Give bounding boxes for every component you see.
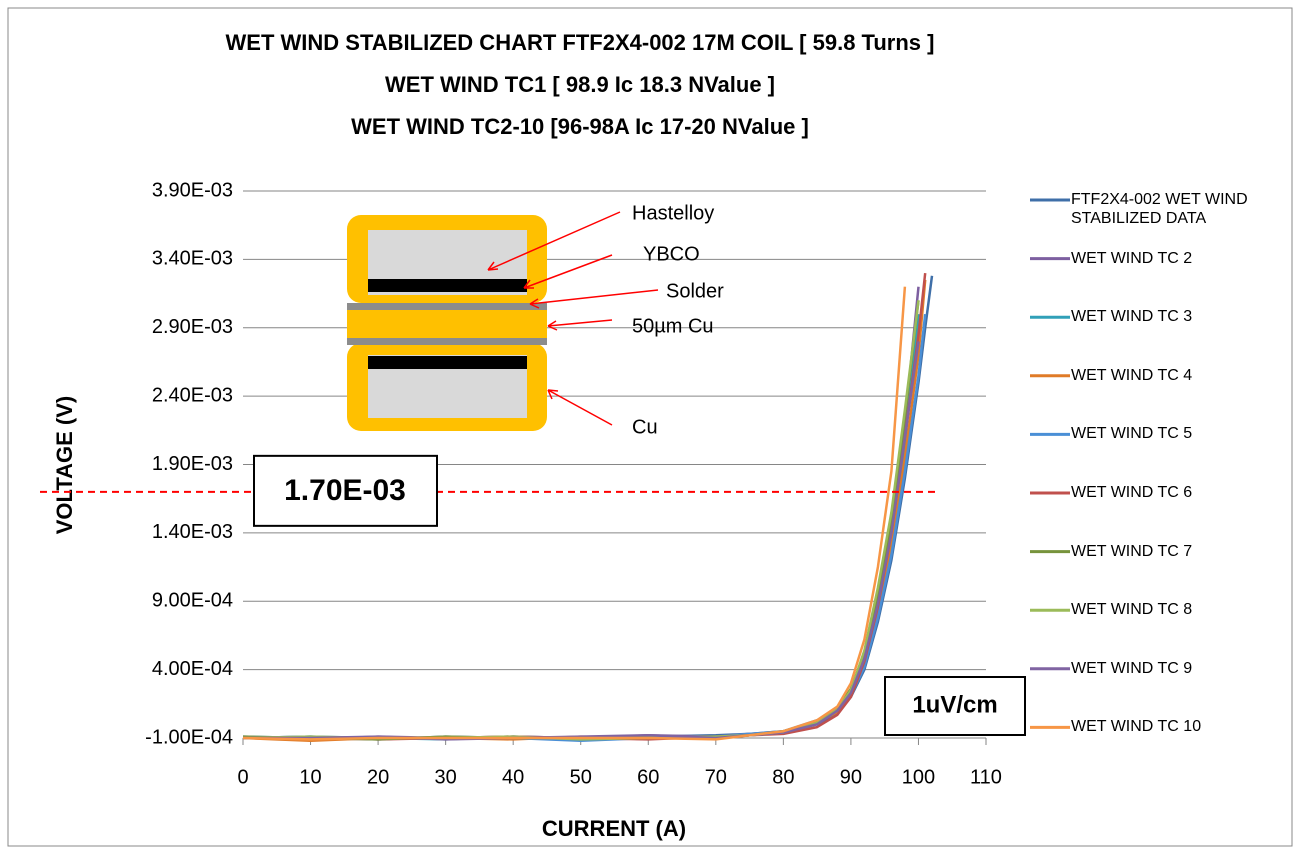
y-tick-label: 4.00E-04 <box>152 658 233 680</box>
layer-solder <box>347 303 547 310</box>
inset-label: 50µm Cu <box>632 315 714 337</box>
layer-ybco <box>368 356 527 369</box>
x-tick-label: 20 <box>367 766 389 788</box>
inset-diagram: Hastelloy YBCO Solder 50µm Cu Cu <box>347 202 724 438</box>
legend-label: WET WIND TC 3 <box>1071 308 1193 326</box>
x-tick-label: 30 <box>435 766 457 788</box>
arrow <box>547 319 613 331</box>
inset-label: Cu <box>632 416 658 438</box>
reference-box <box>253 454 438 527</box>
legend-label: WET WIND TC 4 <box>1071 366 1193 384</box>
x-tick-label: 110 <box>970 766 1002 788</box>
legend-label: WET WIND TC 8 <box>1071 601 1193 619</box>
arrows <box>487 211 659 426</box>
x-tick-label: 50 <box>570 766 592 788</box>
x-tick-label: 80 <box>772 766 794 788</box>
legend-label: FTF2X4-002 WET WIND STABILIZED DATA <box>1071 191 1248 227</box>
annotation-box <box>884 676 1026 736</box>
arrow <box>547 389 613 426</box>
reference-label: 1.70E-03 <box>284 474 406 507</box>
legend-label: WET WIND TC 10 <box>1071 718 1202 736</box>
x-axis-label: CURRENT (A) <box>542 816 686 841</box>
chart-subtitle: WET WIND TC2-10 [96-98A Ic 17-20 NValue … <box>351 114 809 139</box>
y-tick-label: 2.90E-03 <box>152 316 233 338</box>
arrow <box>487 211 621 271</box>
chart-frame <box>7 7 1293 847</box>
series-line <box>242 286 907 741</box>
inset-label: YBCO <box>643 243 700 265</box>
inset-label: Hastelloy <box>632 202 714 224</box>
inset-label: Solder <box>666 280 724 302</box>
layer-ybco <box>368 279 527 292</box>
x-tick-label: 10 <box>299 766 321 788</box>
legend-label: WET WIND TC 9 <box>1071 659 1193 677</box>
y-axis-label: VOLTAGE (V) <box>52 396 77 535</box>
y-tick-label: -1.00E-04 <box>145 726 233 748</box>
x-tick-label: 70 <box>705 766 727 788</box>
y-tick-label: 3.90E-03 <box>152 179 233 201</box>
y-tick-label: 9.00E-04 <box>152 590 233 612</box>
chart-title: WET WIND STABILIZED CHART FTF2X4-002 17M… <box>226 30 935 55</box>
layer-solder <box>347 338 547 345</box>
x-tick-label: 60 <box>637 766 659 788</box>
legend-label: WET WIND TC 5 <box>1071 425 1193 443</box>
x-tick-label: 40 <box>502 766 524 788</box>
y-tick-label: 1.40E-03 <box>152 521 233 543</box>
legend-label: WET WIND TC 2 <box>1071 249 1193 267</box>
x-tick-label: 100 <box>902 766 935 788</box>
x-tick-label: 0 <box>237 766 248 788</box>
y-tick-label: 1.90E-03 <box>152 453 233 475</box>
x-tick-label: 90 <box>840 766 862 788</box>
arrow <box>523 254 613 289</box>
y-tick-label: 3.40E-03 <box>152 248 233 270</box>
legend-label: WET WIND TC 7 <box>1071 542 1193 560</box>
legend-label: WET WIND TC 6 <box>1071 484 1193 501</box>
annotation: 1uV/cm <box>912 691 997 718</box>
chart-subtitle: WET WIND TC1 [ 98.9 Ic 18.3 NValue ] <box>385 72 775 97</box>
y-tick-label: 2.40E-03 <box>152 384 233 406</box>
arrow <box>529 289 659 309</box>
